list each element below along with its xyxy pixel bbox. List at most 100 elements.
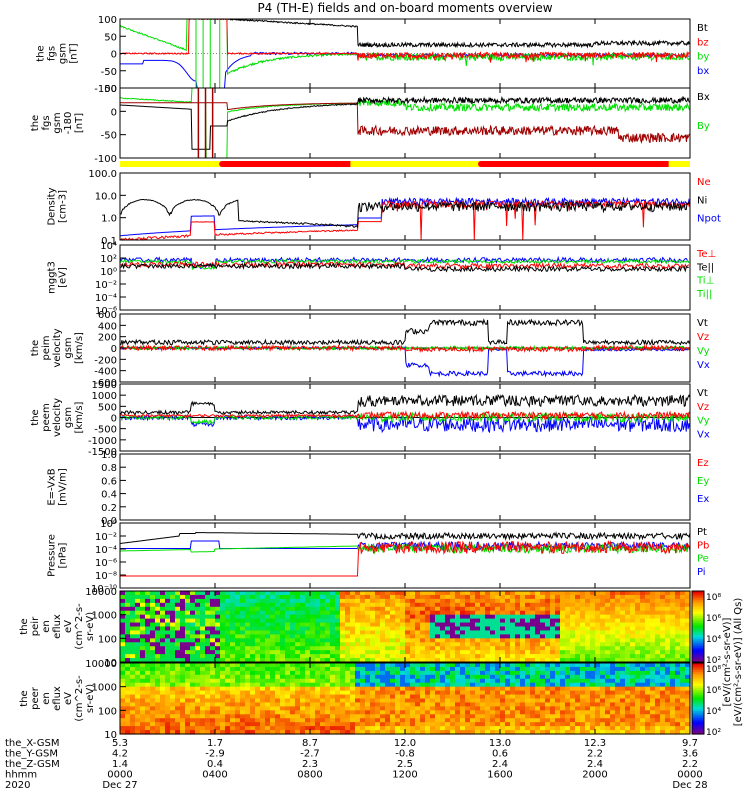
spectrogram-cell — [495, 730, 501, 735]
spectrogram-cell — [155, 618, 161, 624]
spectrogram-cell — [410, 694, 416, 700]
colorbar-cell — [692, 689, 704, 692]
spectrogram-cell — [645, 630, 651, 635]
spectrogram-cell — [480, 682, 486, 688]
spectrogram-cell — [505, 638, 511, 643]
spectrogram-cell — [190, 714, 196, 719]
spectrogram-cell — [420, 658, 426, 663]
spectrogram-cell — [135, 638, 141, 643]
spectrogram-cell — [370, 626, 376, 632]
spectrogram-cell — [120, 710, 126, 715]
spectrogram-cell — [230, 642, 236, 647]
spectrogram-cell — [340, 591, 346, 596]
spectrogram-cell — [370, 646, 376, 651]
spectrogram-cell — [245, 598, 251, 604]
spectrogram-cell — [410, 702, 416, 707]
spectrogram-cell — [175, 690, 181, 696]
spectrogram-cell — [370, 598, 376, 604]
spectrogram-cell — [465, 622, 471, 628]
spectrogram-cell — [170, 618, 176, 624]
spectrogram-cell — [360, 638, 366, 643]
spectrogram-cell — [235, 694, 241, 700]
spectrogram-cell — [130, 674, 136, 680]
spectrogram-cell — [370, 694, 376, 700]
spectrogram-cell — [315, 698, 321, 704]
spectrogram-cell — [180, 634, 186, 639]
spectrogram-cell — [675, 663, 681, 668]
spectrogram-cell — [640, 730, 646, 735]
spectrogram-cell — [205, 614, 211, 620]
spectrogram-cell — [525, 730, 531, 735]
spectrogram-cell — [575, 602, 581, 608]
spectrogram-cell — [640, 630, 646, 635]
spectrogram-cell — [150, 702, 156, 707]
spectrogram-cell — [325, 722, 331, 727]
spectrogram-cell — [555, 658, 561, 663]
spectrogram-cell — [290, 642, 296, 647]
spectrogram-cell — [445, 614, 451, 620]
spectrogram-cell — [645, 726, 651, 731]
spectrogram-cell — [525, 686, 531, 692]
x-axis-value: 0400 — [202, 770, 227, 781]
spectrogram-cell — [565, 622, 571, 628]
spectrogram-cell — [470, 714, 476, 719]
spectrogram-cell — [535, 682, 541, 688]
spectrogram-cell — [605, 614, 611, 620]
spectrogram-cell — [175, 610, 181, 616]
spectrogram-cell — [675, 642, 681, 647]
spectrogram-cell — [680, 642, 686, 647]
spectrogram-cell — [470, 726, 476, 731]
spectrogram-cell — [605, 666, 611, 672]
spectrogram-cell — [230, 598, 236, 604]
spectrogram-cell — [355, 678, 361, 684]
spectrogram-cell — [655, 714, 661, 719]
spectrogram-cell — [245, 678, 251, 684]
spectrogram-cell — [335, 591, 341, 596]
spectrogram-cell — [590, 666, 596, 672]
spectrogram-cell — [305, 702, 311, 707]
spectrogram-cell — [445, 698, 451, 704]
spectrogram-cell — [505, 730, 511, 735]
spectrogram-cell — [360, 726, 366, 731]
spectrogram-cell — [435, 702, 441, 707]
spectrogram-cell — [565, 610, 571, 616]
spectrogram-cell — [515, 626, 521, 632]
spectrogram-cell — [490, 706, 496, 711]
spectrogram-cell — [550, 646, 556, 651]
spectrogram-cell — [125, 654, 131, 659]
spectrogram-cell — [325, 718, 331, 723]
spectrogram-cell — [555, 598, 561, 604]
spectrogram-cell — [550, 642, 556, 647]
spectrogram-cell — [610, 594, 616, 600]
spectrogram-cell — [560, 726, 566, 731]
spectrogram-cell — [265, 710, 271, 715]
spectrogram-cell — [545, 602, 551, 608]
spectrogram-cell — [400, 618, 406, 624]
spectrogram-cell — [150, 718, 156, 723]
spectrogram-cell — [275, 706, 281, 711]
spectrogram-cell — [130, 726, 136, 731]
spectrogram-cell — [260, 706, 266, 711]
spectrogram-cell — [190, 630, 196, 635]
spectrogram-cell — [425, 591, 431, 596]
spectrogram-cell — [655, 722, 661, 727]
spectrogram-cell — [420, 690, 426, 696]
spectrogram-cell — [270, 718, 276, 723]
spectrogram-cell — [245, 618, 251, 624]
spectrogram-cell — [525, 663, 531, 668]
spectrogram-cell — [520, 618, 526, 624]
spectrogram-cell — [365, 634, 371, 639]
spectrogram-cell — [200, 602, 206, 608]
spectrogram-cell — [315, 626, 321, 632]
spectrogram-cell — [235, 591, 241, 596]
spectrogram-cell — [485, 690, 491, 696]
spectrogram-cell — [405, 726, 411, 731]
spectrogram-cell — [285, 678, 291, 684]
spectrogram-cell — [355, 666, 361, 672]
spectrogram-cell — [575, 634, 581, 639]
spectrogram-cell — [270, 626, 276, 632]
spectrogram-cell — [545, 630, 551, 635]
x-axis-value: 13.0 — [489, 738, 511, 749]
spectrogram-cell — [480, 606, 486, 612]
spectrogram-cell — [640, 626, 646, 632]
